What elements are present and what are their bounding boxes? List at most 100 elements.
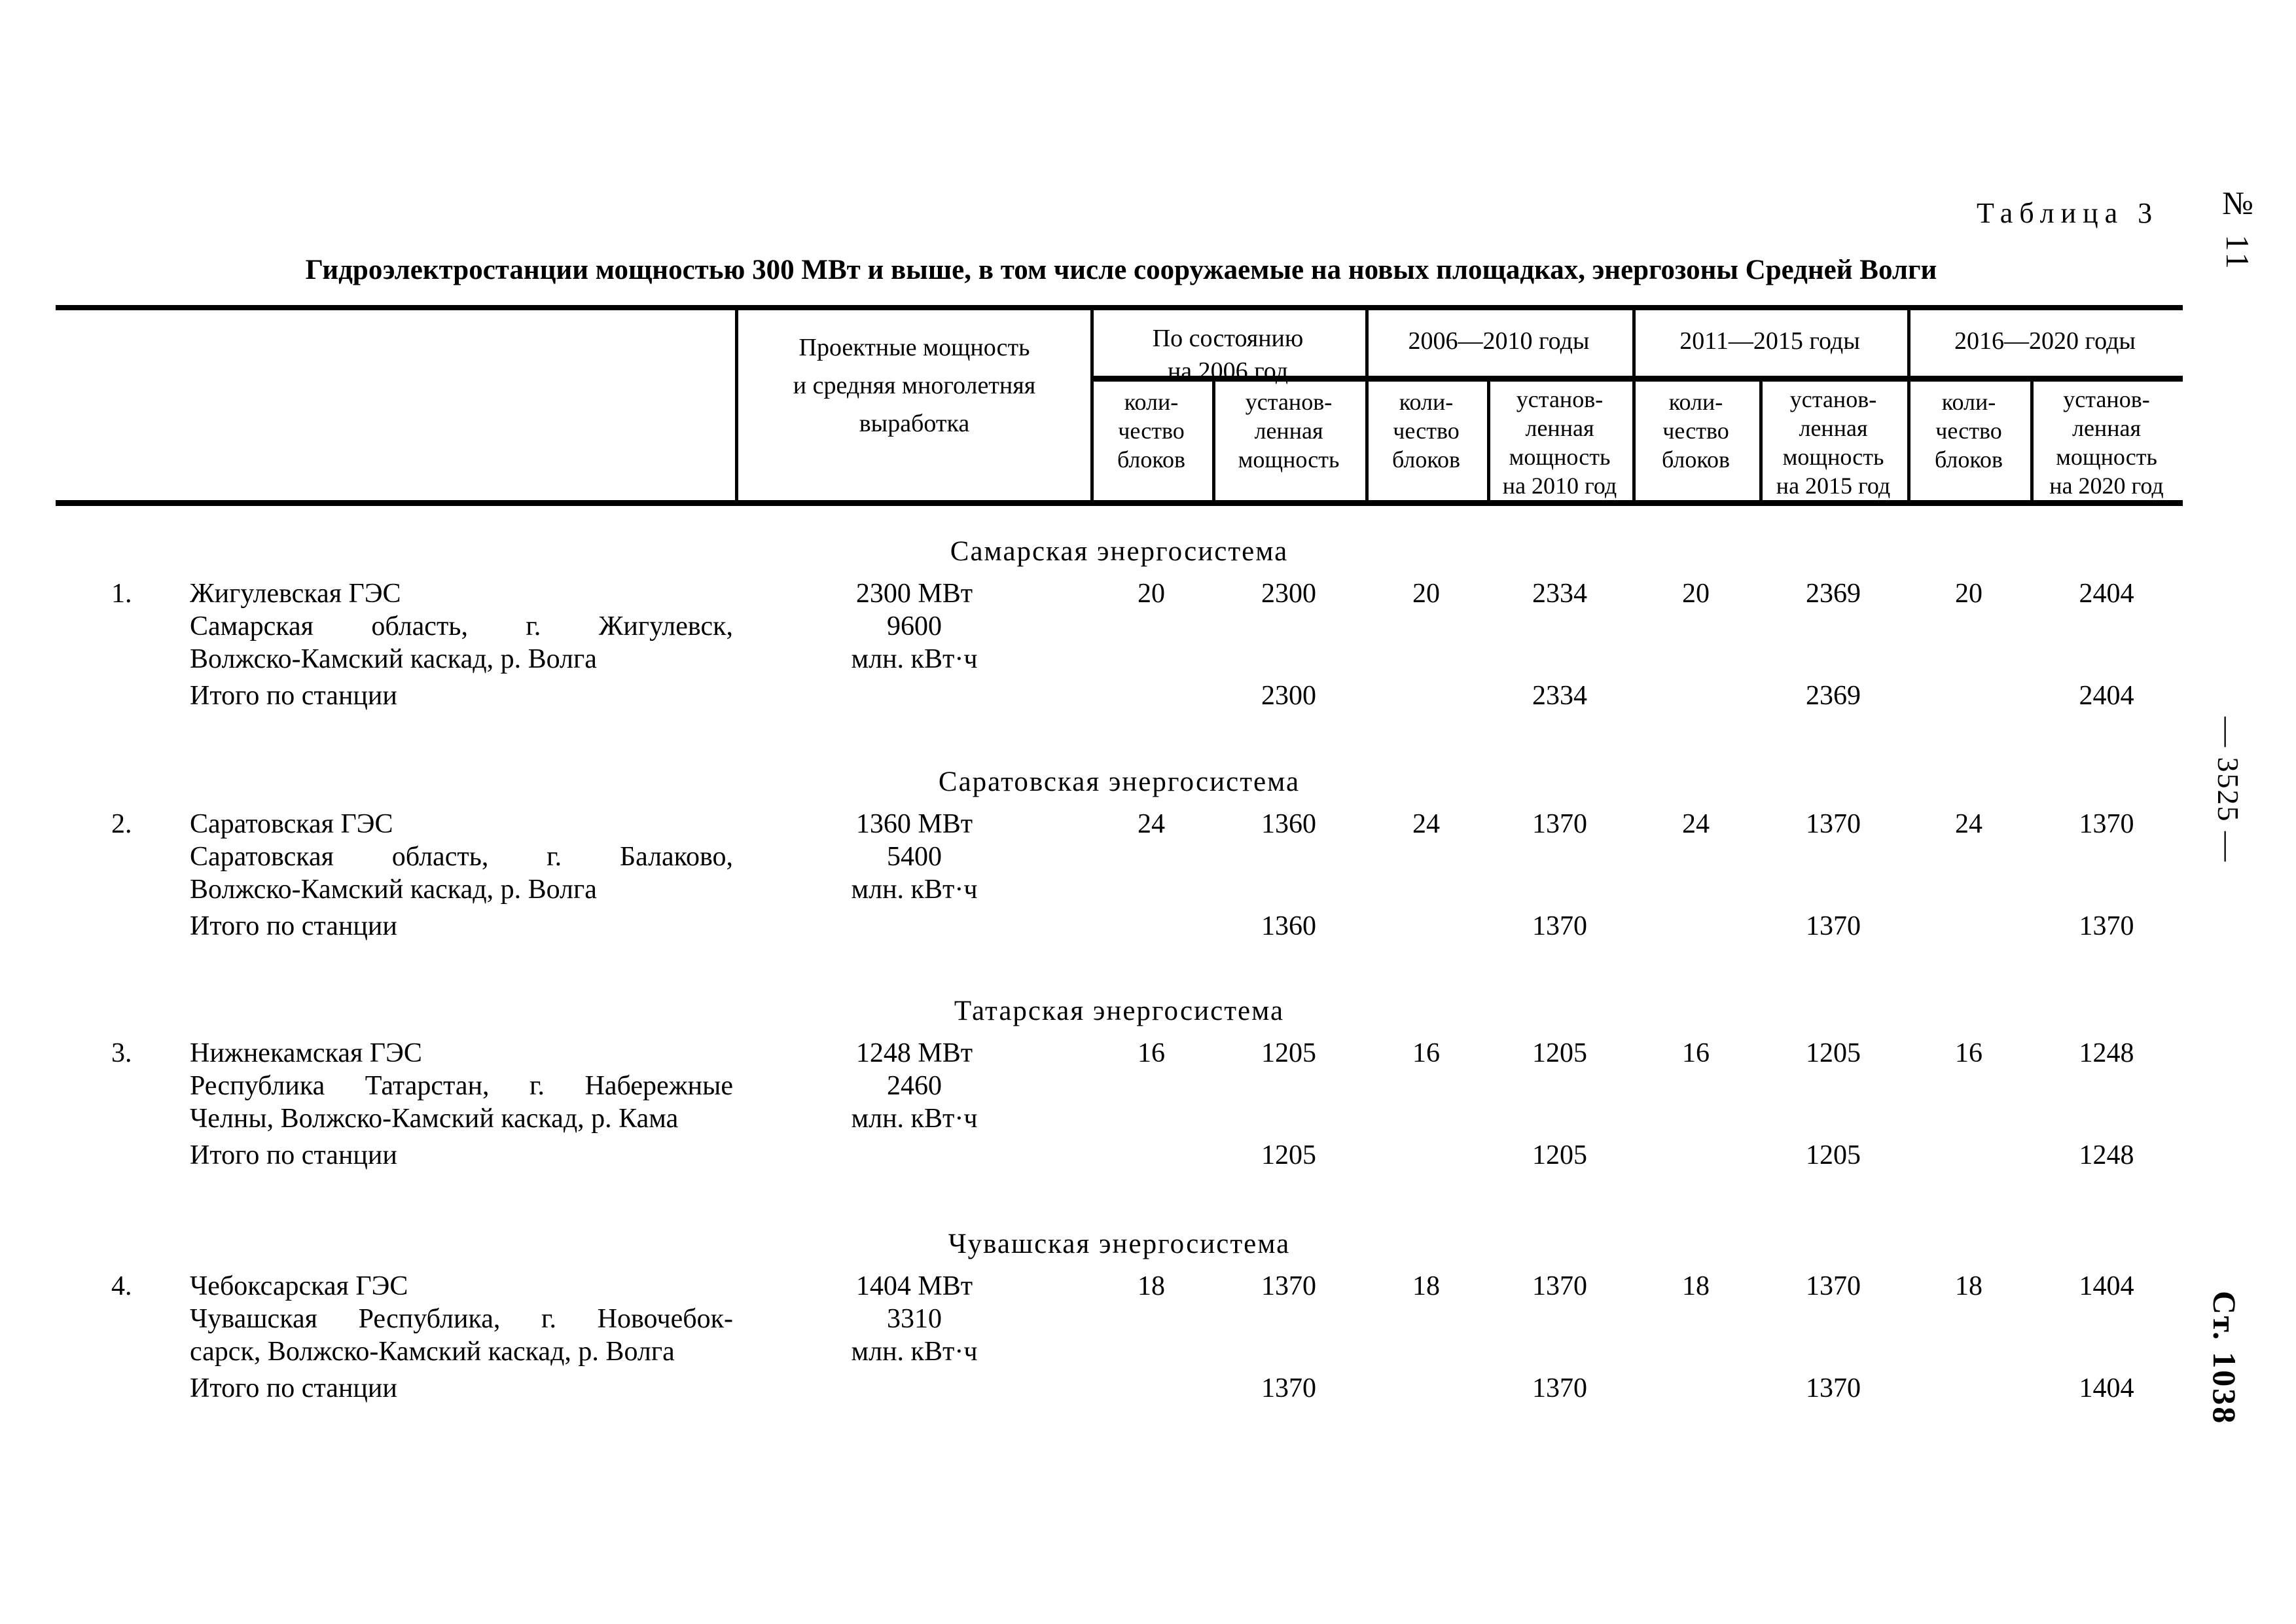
itogo-label: Итого по станции: [190, 1373, 397, 1403]
project-capacity-line: 9600: [887, 611, 942, 641]
value-cell: 2369: [1806, 579, 1861, 609]
column-separator: [735, 305, 738, 506]
value-cell: 1205: [1532, 1038, 1587, 1068]
column-separator: [1090, 305, 1094, 506]
station-number: 1.: [111, 579, 132, 609]
header-period-2006-2010: 2006—2010 годы: [1408, 327, 1590, 355]
project-capacity-line: млн. кВт·ч: [851, 875, 978, 905]
project-capacity-line: 5400: [887, 842, 942, 872]
column-separator: [1759, 376, 1763, 506]
station-number: 4.: [111, 1271, 132, 1301]
system-header: Самарская энергосистема: [950, 536, 1289, 567]
column-separator: [1487, 376, 1490, 506]
header-units-count: коли- чество блоков: [1117, 389, 1186, 473]
station-name-line: Волжско-Камский каскад, р. Волга: [190, 644, 597, 674]
document-title: Гидроэлектростанции мощностью 300 МВт и …: [305, 255, 1937, 285]
column-separator: [1212, 376, 1215, 506]
value-cell: 1370: [1532, 1271, 1587, 1301]
header-installed-capacity-2015: установ- ленная мощность на 2015 год: [1776, 386, 1891, 499]
itogo-label: Итого по станции: [190, 1140, 397, 1170]
value-cell: 20: [1955, 579, 1982, 609]
value-cell: 1205: [1806, 1038, 1861, 1068]
header-period-2016-2020: 2016—2020 годы: [1954, 327, 2136, 355]
value-cell: 1370: [1532, 809, 1587, 839]
value-cell: 1404: [2079, 1271, 2134, 1301]
value-cell: 1370: [1806, 809, 1861, 839]
header-installed-capacity-2020: установ- ленная мощность на 2020 год: [2049, 386, 2164, 499]
value-cell: 18: [1955, 1271, 1982, 1301]
itogo-value: 2404: [2079, 681, 2134, 711]
value-cell: 1370: [1261, 1271, 1316, 1301]
value-cell: 24: [1412, 809, 1440, 839]
project-capacity-line: 2300 МВт: [855, 579, 973, 609]
station-number: 3.: [111, 1038, 132, 1068]
energy-system-section: Самарская энергосистема 1. Жигулевская Г…: [56, 535, 2183, 732]
value-cell: 20: [1138, 579, 1165, 609]
column-separator: [1365, 305, 1369, 506]
itogo-value: 1360: [1261, 911, 1316, 941]
station-number: 2.: [111, 809, 132, 839]
header-units-count: коли- чество блоков: [1661, 389, 1731, 473]
page-number-vertical: — 3525 —: [2212, 717, 2245, 863]
station-name-line: Челны, Волжско-Камский каскад, р. Кама: [190, 1104, 679, 1134]
value-cell: 16: [1682, 1038, 1710, 1068]
value-cell: 1370: [1806, 1271, 1861, 1301]
column-separator: [2030, 376, 2034, 506]
station-name-line: Республика Татарстан, г. Набережные: [190, 1071, 733, 1101]
station-name-line: Саратовская область, г. Балаково,: [190, 842, 733, 872]
table-caption: Таблица 3: [1977, 197, 2159, 229]
itogo-value: 1404: [2079, 1373, 2134, 1403]
system-header: Татарская энергосистема: [954, 996, 1285, 1026]
header-units-count: коли- чество блоков: [1934, 389, 2003, 473]
header-status-2006: По состоянию на 2006 год: [1152, 325, 1304, 385]
energy-system-section: Саратовская энергосистема 2. Саратовская…: [56, 766, 2183, 962]
station-name-line: сарск, Волжско-Камский каскад, р. Волга: [190, 1337, 675, 1367]
itogo-value: 1205: [1261, 1140, 1316, 1170]
table-top-border: [56, 305, 2183, 310]
itogo-value: 1248: [2079, 1140, 2134, 1170]
energy-system-section: Чувашская энергосистема 4. Чебоксарская …: [56, 1228, 2183, 1424]
itogo-value: 1205: [1532, 1140, 1587, 1170]
itogo-value: 1370: [1806, 1373, 1861, 1403]
column-separator: [1907, 305, 1910, 506]
article-number-vertical: Ст. 1038: [2206, 1291, 2243, 1426]
value-cell: 16: [1955, 1038, 1982, 1068]
table-header-bottom-border: [56, 500, 2183, 506]
table-header-mid-border: [1090, 376, 2183, 382]
header-installed-capacity-2010: установ- ленная мощность на 2010 год: [1502, 386, 1617, 499]
itogo-value: 1370: [1532, 911, 1587, 941]
value-cell: 18: [1138, 1271, 1165, 1301]
header-project-capacity: Проектные мощность и средняя многолетняя…: [793, 334, 1036, 437]
itogo-value: 1370: [2079, 911, 2134, 941]
value-cell: 2300: [1261, 579, 1316, 609]
value-cell: 2404: [2079, 579, 2134, 609]
value-cell: 24: [1682, 809, 1710, 839]
header-installed-capacity: установ- ленная мощность: [1238, 389, 1340, 473]
value-cell: 24: [1138, 809, 1165, 839]
energy-system-section: Татарская энергосистема 3. Нижнекамская …: [56, 995, 2183, 1191]
header-units-count: коли- чество блоков: [1391, 389, 1461, 473]
station-name-line: Жигулевская ГЭС: [190, 579, 401, 609]
station-name-line: Саратовская ГЭС: [190, 809, 393, 839]
value-cell: 16: [1412, 1038, 1440, 1068]
itogo-value: 2334: [1532, 681, 1587, 711]
project-capacity-line: млн. кВт·ч: [851, 1337, 978, 1367]
value-cell: 18: [1412, 1271, 1440, 1301]
station-name-line: Чувашская Республика, г. Новочебок-: [190, 1304, 733, 1334]
project-capacity-line: 1360 МВт: [855, 809, 973, 839]
project-capacity-line: 1248 МВт: [855, 1038, 973, 1068]
system-header: Саратовская энергосистема: [938, 767, 1300, 797]
column-separator: [1632, 305, 1636, 506]
project-capacity-line: 1404 МВт: [855, 1271, 973, 1301]
value-cell: 20: [1682, 579, 1710, 609]
itogo-value: 1370: [1261, 1373, 1316, 1403]
itogo-label: Итого по станции: [190, 681, 397, 711]
project-capacity-line: 2460: [887, 1071, 942, 1101]
itogo-value: 1205: [1806, 1140, 1861, 1170]
project-capacity-line: 3310: [887, 1304, 942, 1334]
itogo-value: 2300: [1261, 681, 1316, 711]
project-capacity-line: млн. кВт·ч: [851, 1104, 978, 1134]
value-cell: 1248: [2079, 1038, 2134, 1068]
value-cell: 2334: [1532, 579, 1587, 609]
